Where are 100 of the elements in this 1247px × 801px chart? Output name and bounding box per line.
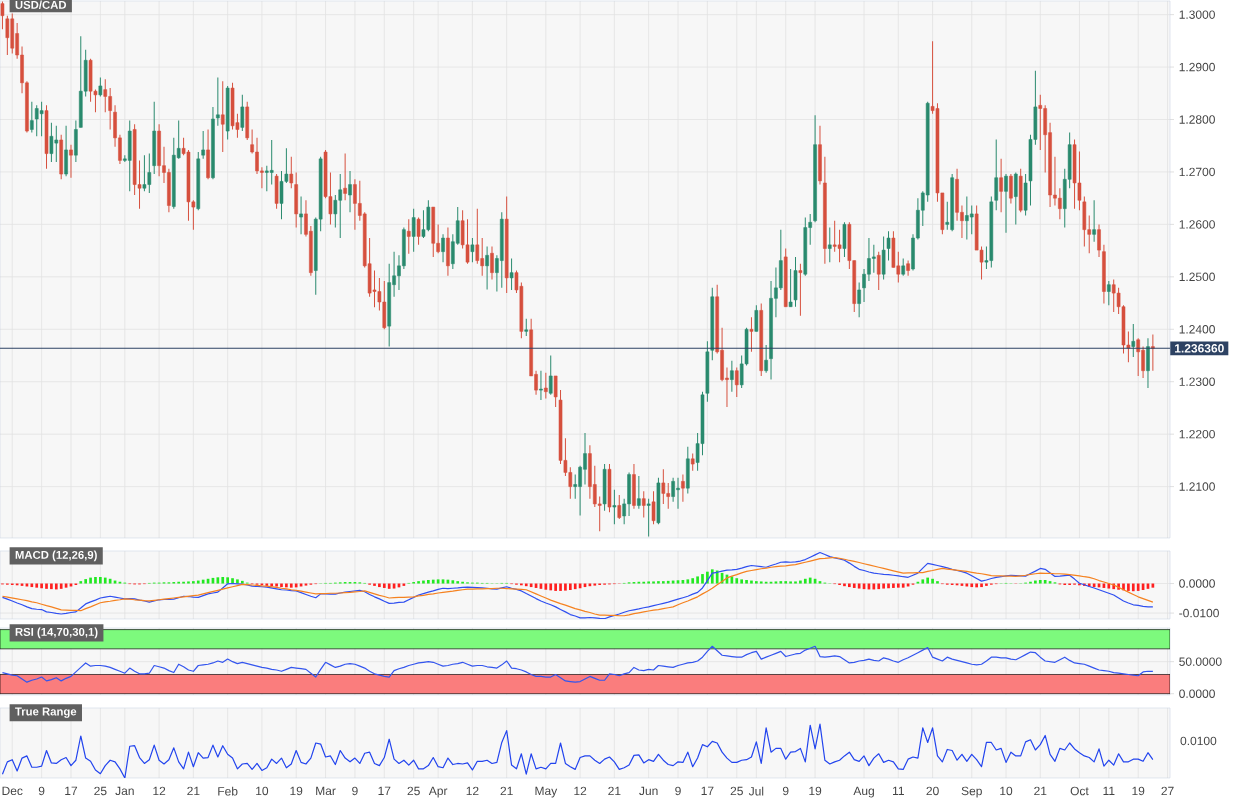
x-tick-label: 20: [926, 786, 939, 796]
bar: [593, 583, 597, 586]
y-tick-label: 1.3000: [1179, 10, 1215, 19]
bar: [373, 583, 376, 586]
candlestick: [901, 257, 906, 277]
candlestick: [754, 304, 759, 332]
x-tick-label: 17: [378, 786, 391, 795]
bar: [896, 583, 900, 588]
bar: [378, 583, 381, 588]
bar: [931, 578, 934, 584]
bar: [818, 581, 822, 584]
x-tick-label: 11: [1103, 786, 1115, 795]
y-tick-label: 1.2600: [1179, 220, 1215, 229]
candlestick: [969, 205, 974, 235]
bar: [735, 578, 739, 584]
x-tick-label: 21: [1034, 786, 1047, 796]
y-tick-label: 1.2100: [1179, 482, 1215, 491]
x-tick-label: May: [535, 786, 558, 798]
candlestick: [524, 318, 529, 337]
candlestick: [544, 372, 548, 399]
candlestick: [793, 256, 798, 308]
text: 0.0100: [1180, 736, 1217, 746]
bar: [803, 578, 807, 584]
bar: [456, 581, 460, 584]
bar: [740, 579, 743, 584]
candlestick: [5, 15, 10, 56]
y-tick-label: 1.2700: [1179, 167, 1215, 177]
candlestick: [98, 77, 103, 97]
bar: [103, 577, 107, 584]
y-tick-label: 50.0000: [1179, 657, 1222, 666]
bar: [285, 583, 288, 588]
x-tick-label: 9: [352, 786, 358, 796]
bar: [192, 581, 195, 584]
candlestick: [470, 237, 475, 263]
candlestick: [553, 375, 558, 408]
bar: [975, 583, 978, 588]
x-tick-label: Feb: [218, 786, 238, 796]
bar: [970, 583, 974, 588]
x-tick-label: 25: [730, 786, 743, 796]
bar: [196, 580, 200, 584]
x-tick-label: 9: [782, 786, 789, 796]
x-tick-label: 12: [466, 786, 479, 796]
candlestick: [842, 221, 847, 258]
candlestick: [661, 468, 666, 505]
bar: [926, 577, 930, 584]
bar: [666, 580, 670, 584]
bar: [79, 581, 83, 584]
y-tick-label: 1.2800: [1179, 115, 1215, 124]
bar: [45, 583, 48, 589]
x-tick-label: Sep: [961, 786, 982, 798]
bar: [50, 583, 53, 590]
bar: [921, 579, 925, 584]
bar: [779, 581, 783, 584]
x-tick-label: Dec: [2, 786, 23, 796]
bar: [901, 583, 905, 588]
bar: [1034, 580, 1037, 584]
bar: [431, 579, 435, 584]
bar: [99, 577, 102, 584]
y-tick-label: 1.2300: [1179, 377, 1215, 386]
bar: [745, 579, 748, 584]
x-tick-label: 25: [94, 786, 107, 796]
bar: [54, 583, 58, 590]
candlestick: [749, 316, 754, 353]
bar: [882, 583, 885, 589]
x-tick-label: 10: [1000, 786, 1013, 796]
bar: [1127, 583, 1130, 591]
candlestick: [289, 156, 294, 189]
candlestick: [734, 367, 739, 398]
candlestick: [0, 1, 5, 30]
bar: [187, 581, 190, 584]
candlestick: [44, 104, 49, 170]
bar: [549, 583, 553, 591]
bar: [1136, 583, 1140, 591]
candlestick: [607, 463, 612, 513]
bar: [774, 581, 778, 584]
x-tick-label: 9: [38, 786, 45, 796]
bar: [887, 583, 890, 589]
candlestick: [1131, 323, 1136, 358]
x-tick-label: Apr: [428, 786, 448, 798]
bar: [1048, 581, 1052, 584]
x-tick-label: 21: [187, 786, 200, 796]
bar: [201, 579, 205, 584]
bar: [422, 580, 425, 584]
bar: [559, 583, 562, 591]
x-tick-label: Oct: [1070, 786, 1089, 796]
bar: [691, 578, 695, 584]
candlestick: [1082, 196, 1087, 247]
x-tick-label: Jul: [748, 786, 764, 796]
candlestick: [49, 122, 54, 163]
x-tick-label: Jun: [639, 786, 658, 796]
y-tick-label: 1.2200: [1179, 429, 1215, 439]
bar: [451, 580, 455, 584]
bar: [387, 583, 391, 589]
y-tick-label: 0.0000: [1179, 689, 1215, 698]
candlestick: [220, 80, 225, 153]
bar: [280, 583, 283, 588]
bar: [750, 580, 753, 584]
bar: [441, 579, 445, 584]
bar: [696, 576, 699, 584]
bar: [657, 581, 660, 584]
